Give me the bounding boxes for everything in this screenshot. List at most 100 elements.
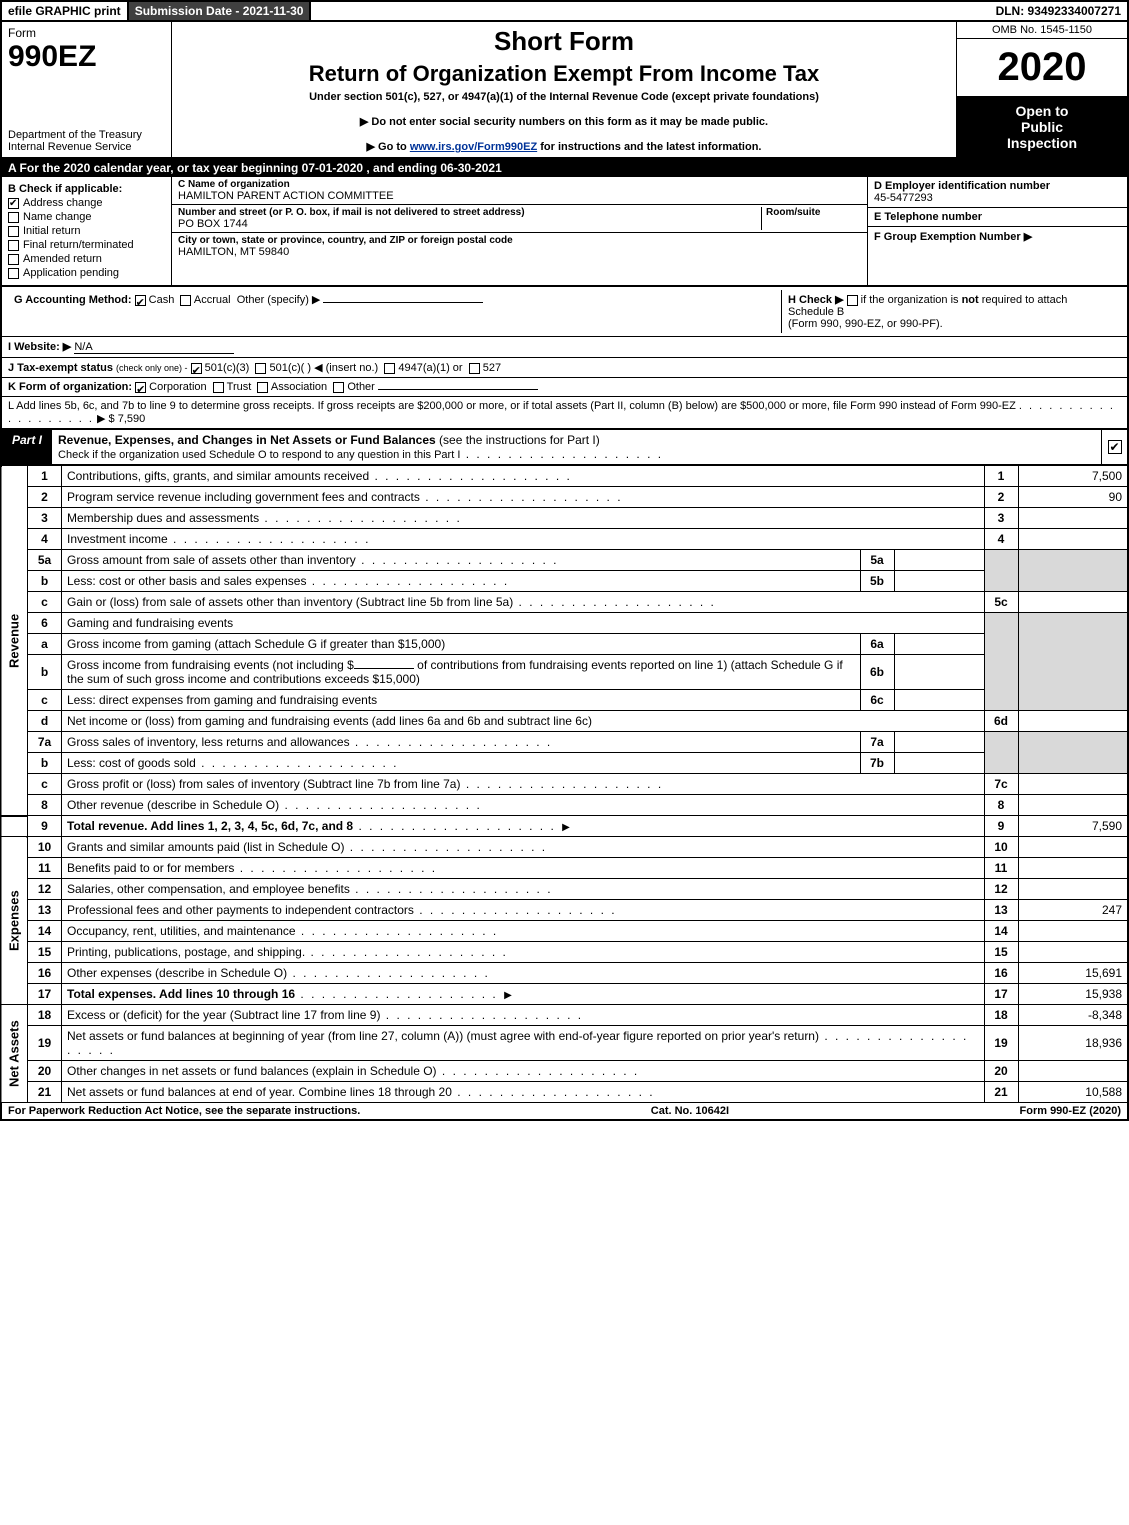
street-label: Number and street (or P. O. box, if mail… <box>178 207 761 218</box>
submission-date: Submission Date - 2021-11-30 <box>129 2 312 20</box>
cb-other[interactable] <box>333 382 344 393</box>
room-label: Room/suite <box>766 207 861 218</box>
sidelabel-revenue: Revenue <box>1 466 28 816</box>
line-a: A For the 2020 calendar year, or tax yea… <box>0 159 1129 177</box>
row-9-amount: 7,590 <box>1018 816 1128 837</box>
org-name: HAMILTON PARENT ACTION COMMITTEE <box>178 190 861 202</box>
row-20-code: 20 <box>984 1061 1018 1082</box>
form-header: Form 990EZ Department of the Treasury In… <box>0 22 1129 159</box>
row-10-code: 10 <box>984 837 1018 858</box>
line-k: K Form of organization: ✔ Corporation Tr… <box>2 377 1127 396</box>
row-7a-desc: Gross sales of inventory, less returns a… <box>62 732 861 753</box>
row-7a-sub: 7a <box>860 732 894 753</box>
shade-6 <box>984 613 1018 711</box>
k-other: Other <box>347 381 375 393</box>
dln-label: DLN: 93492334007271 <box>990 2 1127 20</box>
form-word: Form <box>8 26 165 40</box>
efile-label[interactable]: efile GRAPHIC print <box>2 2 129 20</box>
line-g: G Accounting Method: ✔ Cash Accrual Othe… <box>8 290 781 333</box>
cb-501c3[interactable]: ✔ <box>191 363 202 374</box>
cb-h[interactable] <box>847 295 858 306</box>
cb-initial-return[interactable]: Initial return <box>8 225 165 237</box>
cb-address-change[interactable]: Address change <box>8 197 165 209</box>
city-value: HAMILTON, MT 59840 <box>178 246 861 258</box>
cb-trust[interactable] <box>213 382 224 393</box>
cb-accrual[interactable] <box>180 295 191 306</box>
part-i-checkbox[interactable]: ✔ <box>1108 440 1122 454</box>
f-label: F Group Exemption Number ▶ <box>874 231 1032 243</box>
row-6c-sub: 6c <box>860 690 894 711</box>
row-4-amount <box>1018 529 1128 550</box>
j-label: J Tax-exempt status <box>8 362 113 374</box>
short-form-title: Short Form <box>180 26 948 57</box>
info-lines: G Accounting Method: ✔ Cash Accrual Othe… <box>0 287 1129 429</box>
dept-line-2: Internal Revenue Service <box>8 141 165 153</box>
line-i: I Website: ▶ N/A <box>2 336 1127 357</box>
dept-line-1: Department of the Treasury <box>8 129 165 141</box>
k-other-input[interactable] <box>378 389 538 390</box>
g-cash: Cash <box>149 294 175 306</box>
top-bar: efile GRAPHIC print Submission Date - 20… <box>0 0 1129 22</box>
b-header: B Check if applicable: <box>8 183 165 195</box>
row-7c-amount <box>1018 774 1128 795</box>
row-6a-subamt <box>894 634 984 655</box>
row-11-desc: Benefits paid to or for members <box>62 858 985 879</box>
row-15-code: 15 <box>984 942 1018 963</box>
row-1-num: 1 <box>28 466 62 487</box>
note-2-pre: ▶ Go to <box>367 141 410 153</box>
h-label: H Check ▶ <box>788 294 844 306</box>
cb-final-return[interactable]: Final return/terminated <box>8 239 165 251</box>
row-16-amount: 15,691 <box>1018 963 1128 984</box>
row-13-code: 13 <box>984 900 1018 921</box>
row-8-amount <box>1018 795 1128 816</box>
part-i-table: Revenue 1 Contributions, gifts, grants, … <box>0 465 1129 1103</box>
row-5a-subamt <box>894 550 984 571</box>
row-19-desc: Net assets or fund balances at beginning… <box>62 1026 985 1061</box>
row-18-amount: -8,348 <box>1018 1005 1128 1026</box>
row-1-amount: 7,500 <box>1018 466 1128 487</box>
row-15-amount <box>1018 942 1128 963</box>
g-other: Other (specify) ▶ <box>237 294 321 306</box>
irs-link[interactable]: www.irs.gov/Form990EZ <box>410 141 537 153</box>
line-h: H Check ▶ if the organization is not req… <box>781 290 1121 333</box>
row-7c-desc: Gross profit or (loss) from sales of inv… <box>62 774 985 795</box>
cb-cash[interactable]: ✔ <box>135 295 146 306</box>
row-21-code: 21 <box>984 1082 1018 1103</box>
k-trust: Trust <box>227 381 252 393</box>
row-6d-code: 6d <box>984 711 1018 732</box>
row-3-amount <box>1018 508 1128 529</box>
cb-assoc[interactable] <box>257 382 268 393</box>
row-7b-sub: 7b <box>860 753 894 774</box>
row-18-desc: Excess or (deficit) for the year (Subtra… <box>62 1005 985 1026</box>
e-label: E Telephone number <box>874 211 982 223</box>
sidelabel-netassets: Net Assets <box>1 1005 28 1103</box>
row-6b-desc: Gross income from fundraising events (no… <box>62 655 861 690</box>
shade-5 <box>984 550 1018 592</box>
g-other-input[interactable] <box>323 302 483 303</box>
sidelabel-expenses: Expenses <box>1 837 28 1005</box>
row-2-desc: Program service revenue including govern… <box>62 487 985 508</box>
cb-amended-return[interactable]: Amended return <box>8 253 165 265</box>
header-right: OMB No. 1545-1150 2020 Open to Public In… <box>957 22 1127 157</box>
row-15-desc: Printing, publications, postage, and shi… <box>62 942 985 963</box>
row-7c-code: 7c <box>984 774 1018 795</box>
row-20-desc: Other changes in net assets or fund bala… <box>62 1061 985 1082</box>
row-19-amount: 18,936 <box>1018 1026 1128 1061</box>
cb-name-change[interactable]: Name change <box>8 211 165 223</box>
footer-left: For Paperwork Reduction Act Notice, see … <box>8 1105 360 1117</box>
6b-amount-input[interactable] <box>354 668 414 669</box>
cb-527[interactable] <box>469 363 480 374</box>
ein-value: 45-5477293 <box>874 192 933 204</box>
row-5b-subamt <box>894 571 984 592</box>
cb-4947[interactable] <box>384 363 395 374</box>
cb-corp[interactable]: ✔ <box>135 382 146 393</box>
check-if-applicable: B Check if applicable: Address change Na… <box>2 177 172 285</box>
row-12-amount <box>1018 879 1128 900</box>
cb-application-pending[interactable]: Application pending <box>8 267 165 279</box>
row-17-code: 17 <box>984 984 1018 1005</box>
row-18-code: 18 <box>984 1005 1018 1026</box>
line-j: J Tax-exempt status (check only one) - ✔… <box>2 357 1127 377</box>
shade-5-amt <box>1018 550 1128 592</box>
cb-501c[interactable] <box>255 363 266 374</box>
omb-number: OMB No. 1545-1150 <box>957 22 1127 39</box>
